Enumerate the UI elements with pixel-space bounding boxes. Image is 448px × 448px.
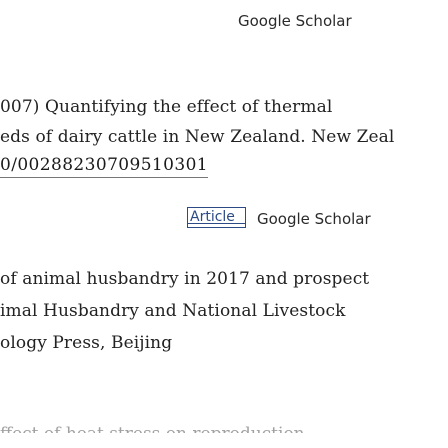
reference-text-line-5: ology Press, Beijing <box>0 333 173 353</box>
google-scholar-link[interactable]: Google Scholar <box>238 12 352 30</box>
reference-text-partial-line: ffect of heat stress on reproduction <box>0 424 305 444</box>
reference-text-line-3: of animal husbandry in 2017 and prospect <box>0 269 370 289</box>
google-scholar-link[interactable]: Google Scholar <box>257 210 371 228</box>
reference-text-line-1: 007) Quantifying the effect of thermal <box>0 97 333 117</box>
reference-text-line-4: imal Husbandry and National Livestock <box>0 301 346 321</box>
reference-text-line-2: eds of dairy cattle in New Zealand. New … <box>0 127 395 147</box>
article-button[interactable]: Article <box>187 207 246 228</box>
doi-link[interactable]: 0/00288230709510301 <box>0 155 209 178</box>
